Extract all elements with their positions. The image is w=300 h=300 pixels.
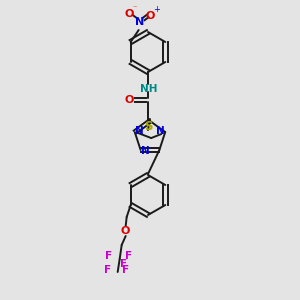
Text: N: N xyxy=(141,146,150,156)
Text: F: F xyxy=(120,259,127,269)
Text: F: F xyxy=(122,265,129,275)
Text: N: N xyxy=(135,17,144,27)
Text: O: O xyxy=(124,95,134,105)
Text: +: + xyxy=(153,5,160,14)
Text: S: S xyxy=(144,119,152,133)
Text: F: F xyxy=(104,265,111,275)
Text: O: O xyxy=(121,226,130,236)
Text: N: N xyxy=(156,126,165,136)
Text: ⁻: ⁻ xyxy=(133,4,137,13)
Text: F: F xyxy=(125,251,132,261)
Text: NH: NH xyxy=(140,84,158,94)
Text: O: O xyxy=(125,9,134,19)
Text: N: N xyxy=(135,126,144,136)
Text: O: O xyxy=(146,11,155,21)
Text: F: F xyxy=(105,251,112,261)
